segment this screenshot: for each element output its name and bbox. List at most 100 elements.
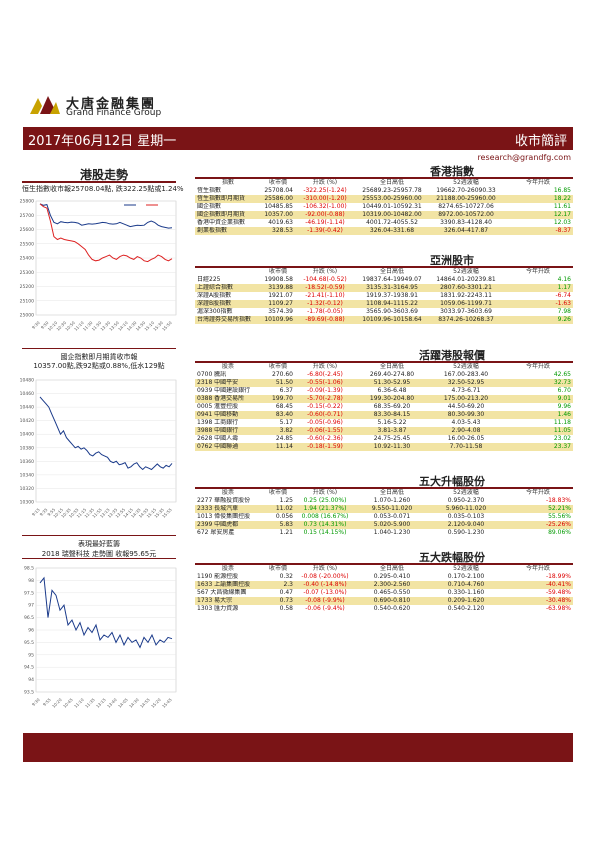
cell-wk52: 3033.97-3603.69 xyxy=(440,308,492,315)
cell-hl: 1919.37-1938.91 xyxy=(366,292,418,299)
divider xyxy=(195,487,573,489)
cell-chg: -0.05(-0.96) xyxy=(307,419,343,426)
hsi-caption: 恒生指數收市報25708.04點, 跌322.25點或1.24% xyxy=(22,185,184,193)
cell-chg: -322.25(-1.24) xyxy=(303,187,347,194)
series-line-1 xyxy=(39,203,173,263)
table-row: 567 大昌微線集團 0.47 -0.07 (-13.0%) 0.465-0.550 0… xyxy=(195,589,573,597)
cell-hl: 10.92-11.30 xyxy=(355,443,429,451)
cell-wk52: 0.035-0.103 xyxy=(447,513,485,520)
series-line-0 xyxy=(39,203,173,229)
cell-name: 國企指數 xyxy=(197,203,222,210)
table-row: 1633 上諭集團控股 2.3 -0.40 (-14.8%) 2.300-2.560 0… xyxy=(195,581,573,589)
table-row: 1190 能源控股 0.32 -0.08 (-20.00%) 0.295-0.410 0… xyxy=(195,573,573,581)
cell-name: 國企指數即月期貨 xyxy=(195,211,261,219)
y-tick-label: 25300 xyxy=(20,270,34,276)
cell-chg: 0.008 (16.67%) xyxy=(301,513,349,520)
cell-name: 0762 中國聯通 xyxy=(195,443,261,451)
cell-wk52: 7.70-11.58 xyxy=(429,443,503,451)
cell-hl: 1.070-1.260 xyxy=(373,497,411,504)
cell-close: 25586.00 xyxy=(261,195,295,203)
header-bar xyxy=(23,127,573,150)
cell-wk52: 8374.26-10268.37 xyxy=(429,316,503,324)
cell-name: 1190 能源控股 xyxy=(197,573,239,580)
cell-name: 1633 上諭集團控股 xyxy=(195,581,261,589)
cell-name: 深證A股指數 xyxy=(197,292,232,299)
cell-close: 83.40 xyxy=(261,411,295,419)
cell-hl: 25553.00-25960.00 xyxy=(355,195,429,203)
cell-hl: 0.295-0.410 xyxy=(373,573,411,580)
cell-chg: -89.69(-0.88) xyxy=(295,316,355,324)
cell-chg: -104.68(-0.52) xyxy=(303,276,347,283)
y-tick-label: 95 xyxy=(28,652,34,658)
cell-close: 0.73 xyxy=(261,597,295,605)
top-gainers-table: 股票 收市價 升跌 (%) 全日高低 52週波幅 今年升跌 2277 華融投資股份 1.25 0… xyxy=(195,489,573,537)
cell-name: 滬深300指數 xyxy=(197,308,233,315)
table-row: 創業板指數 328.53 -1.39(-0.42) 326.04-331.68 326.… xyxy=(195,227,573,235)
x-tick-label: 15:50 xyxy=(161,320,173,332)
top-losers-title: 五大跌幅股份 xyxy=(419,551,485,564)
cell-name: 567 大昌微線集團 xyxy=(197,589,247,596)
table-header-row: 收市價 升跌 (%) 全日高低 52週波幅 今年升跌 xyxy=(195,268,573,276)
column-header: 股票 xyxy=(221,565,234,572)
y-tick-label: 10460 xyxy=(20,391,34,397)
cell-close: 24.85 xyxy=(275,435,293,442)
cell-close: 3139.88 xyxy=(261,284,295,292)
contact-email[interactable]: research@grandfg.com xyxy=(477,153,571,162)
cell-close: 0.056 xyxy=(275,513,293,520)
y-tick-label: 94.5 xyxy=(24,665,34,671)
cell-chg: -0.18(-1.59) xyxy=(295,443,355,451)
table-row: 0700 騰訊 270.60 -6.80(-2.45) 269.40-274.80 16… xyxy=(195,371,573,379)
column-header: 收市價 xyxy=(268,489,287,496)
cell-wk52: 44.50-69.20 xyxy=(447,403,485,410)
cell-chg: -0.07 (-13.0%) xyxy=(303,589,347,596)
cell-ytd: -8.37 xyxy=(503,227,573,235)
table-row: 2277 華融投資股份 1.25 0.25 (25.00%) 1.070-1.260 0… xyxy=(195,497,573,505)
column-header: 今年升跌 xyxy=(525,565,550,572)
x-tick-label: 11:10 xyxy=(73,697,85,709)
y-tick-label: 10320 xyxy=(20,486,34,492)
cell-chg: -92.00(-0.88) xyxy=(295,211,355,219)
cell-wk52: 0.170-2.100 xyxy=(447,573,485,580)
cell-close: 1109.27 xyxy=(261,300,295,308)
y-tick-label: 97.5 xyxy=(24,590,34,596)
column-header: 52週波幅 xyxy=(453,268,479,275)
x-tick-label: 9:30 xyxy=(31,320,41,330)
cell-hl: 9.550-11.020 xyxy=(355,505,429,513)
cell-chg: -0.60(-0.71) xyxy=(295,411,355,419)
cell-hl: 0.465-0.550 xyxy=(373,589,411,596)
table-row: 3988 中國銀行 3.82 -0.06(-1.55) 3.81-3.87 2.90-4… xyxy=(195,427,573,435)
table-row: 0939 中國建設銀行 6.37 -0.09(-1.39) 6.36-6.48 4.73… xyxy=(195,387,573,395)
cell-ytd: 11.18 xyxy=(553,419,571,426)
cell-name: 2277 華融投資股份 xyxy=(197,497,251,504)
cell-chg: -0.06 (-9.4%) xyxy=(305,605,345,612)
cell-hl: 3.81-3.87 xyxy=(355,427,429,435)
cell-chg: -0.09(-1.39) xyxy=(307,387,343,394)
cell-ytd: 23.37 xyxy=(503,443,573,451)
cell-close: 10109.96 xyxy=(261,316,295,324)
x-tick-label: 14:30 xyxy=(128,697,140,709)
table-row: 672 眾安房產 1.21 0.15 (14.15%) 1.040-1.230 0.59… xyxy=(195,529,573,537)
cell-wk52: 16.00-26.05 xyxy=(447,435,485,442)
cell-wk52: 1831.92-2243.11 xyxy=(440,292,492,299)
x-tick-label: 11:35 xyxy=(84,697,96,709)
cell-ytd: -6.74 xyxy=(555,292,571,299)
series-line-0 xyxy=(39,396,173,471)
cell-name: 深證B股指數 xyxy=(195,300,261,308)
asia-index-table: 收市價 升跌 (%) 全日高低 52週波幅 今年升跌 日經225 19908.58 -104.… xyxy=(195,268,573,324)
cell-name: 672 眾安房產 xyxy=(197,529,235,536)
y-tick-label: 25700 xyxy=(20,213,34,219)
cell-chg: -6.80(-2.45) xyxy=(307,371,343,378)
hscei-caption-2: 10357.00點,跌92點或0.88%,低水129點 xyxy=(33,362,165,370)
divider xyxy=(22,535,176,536)
cell-wk52: 80.30-99.30 xyxy=(429,411,503,419)
cell-close: 6.37 xyxy=(279,387,293,394)
cell-hl: 1108.94-1115.22 xyxy=(355,300,429,308)
cell-name: 2628 中國人壽 xyxy=(197,435,239,442)
cell-chg: -1.78(-0.05) xyxy=(307,308,343,315)
table-row: 2318 中國平安 51.50 -0.55(-1.06) 51.30-52.95 32.… xyxy=(195,379,573,387)
cell-close: 0.58 xyxy=(279,605,293,612)
cell-name: 3988 中國銀行 xyxy=(195,427,261,435)
cell-wk52: 2807.60-3301.21 xyxy=(429,284,503,292)
cell-hl: 326.04-331.68 xyxy=(355,227,429,235)
series-line-0 xyxy=(39,576,173,649)
